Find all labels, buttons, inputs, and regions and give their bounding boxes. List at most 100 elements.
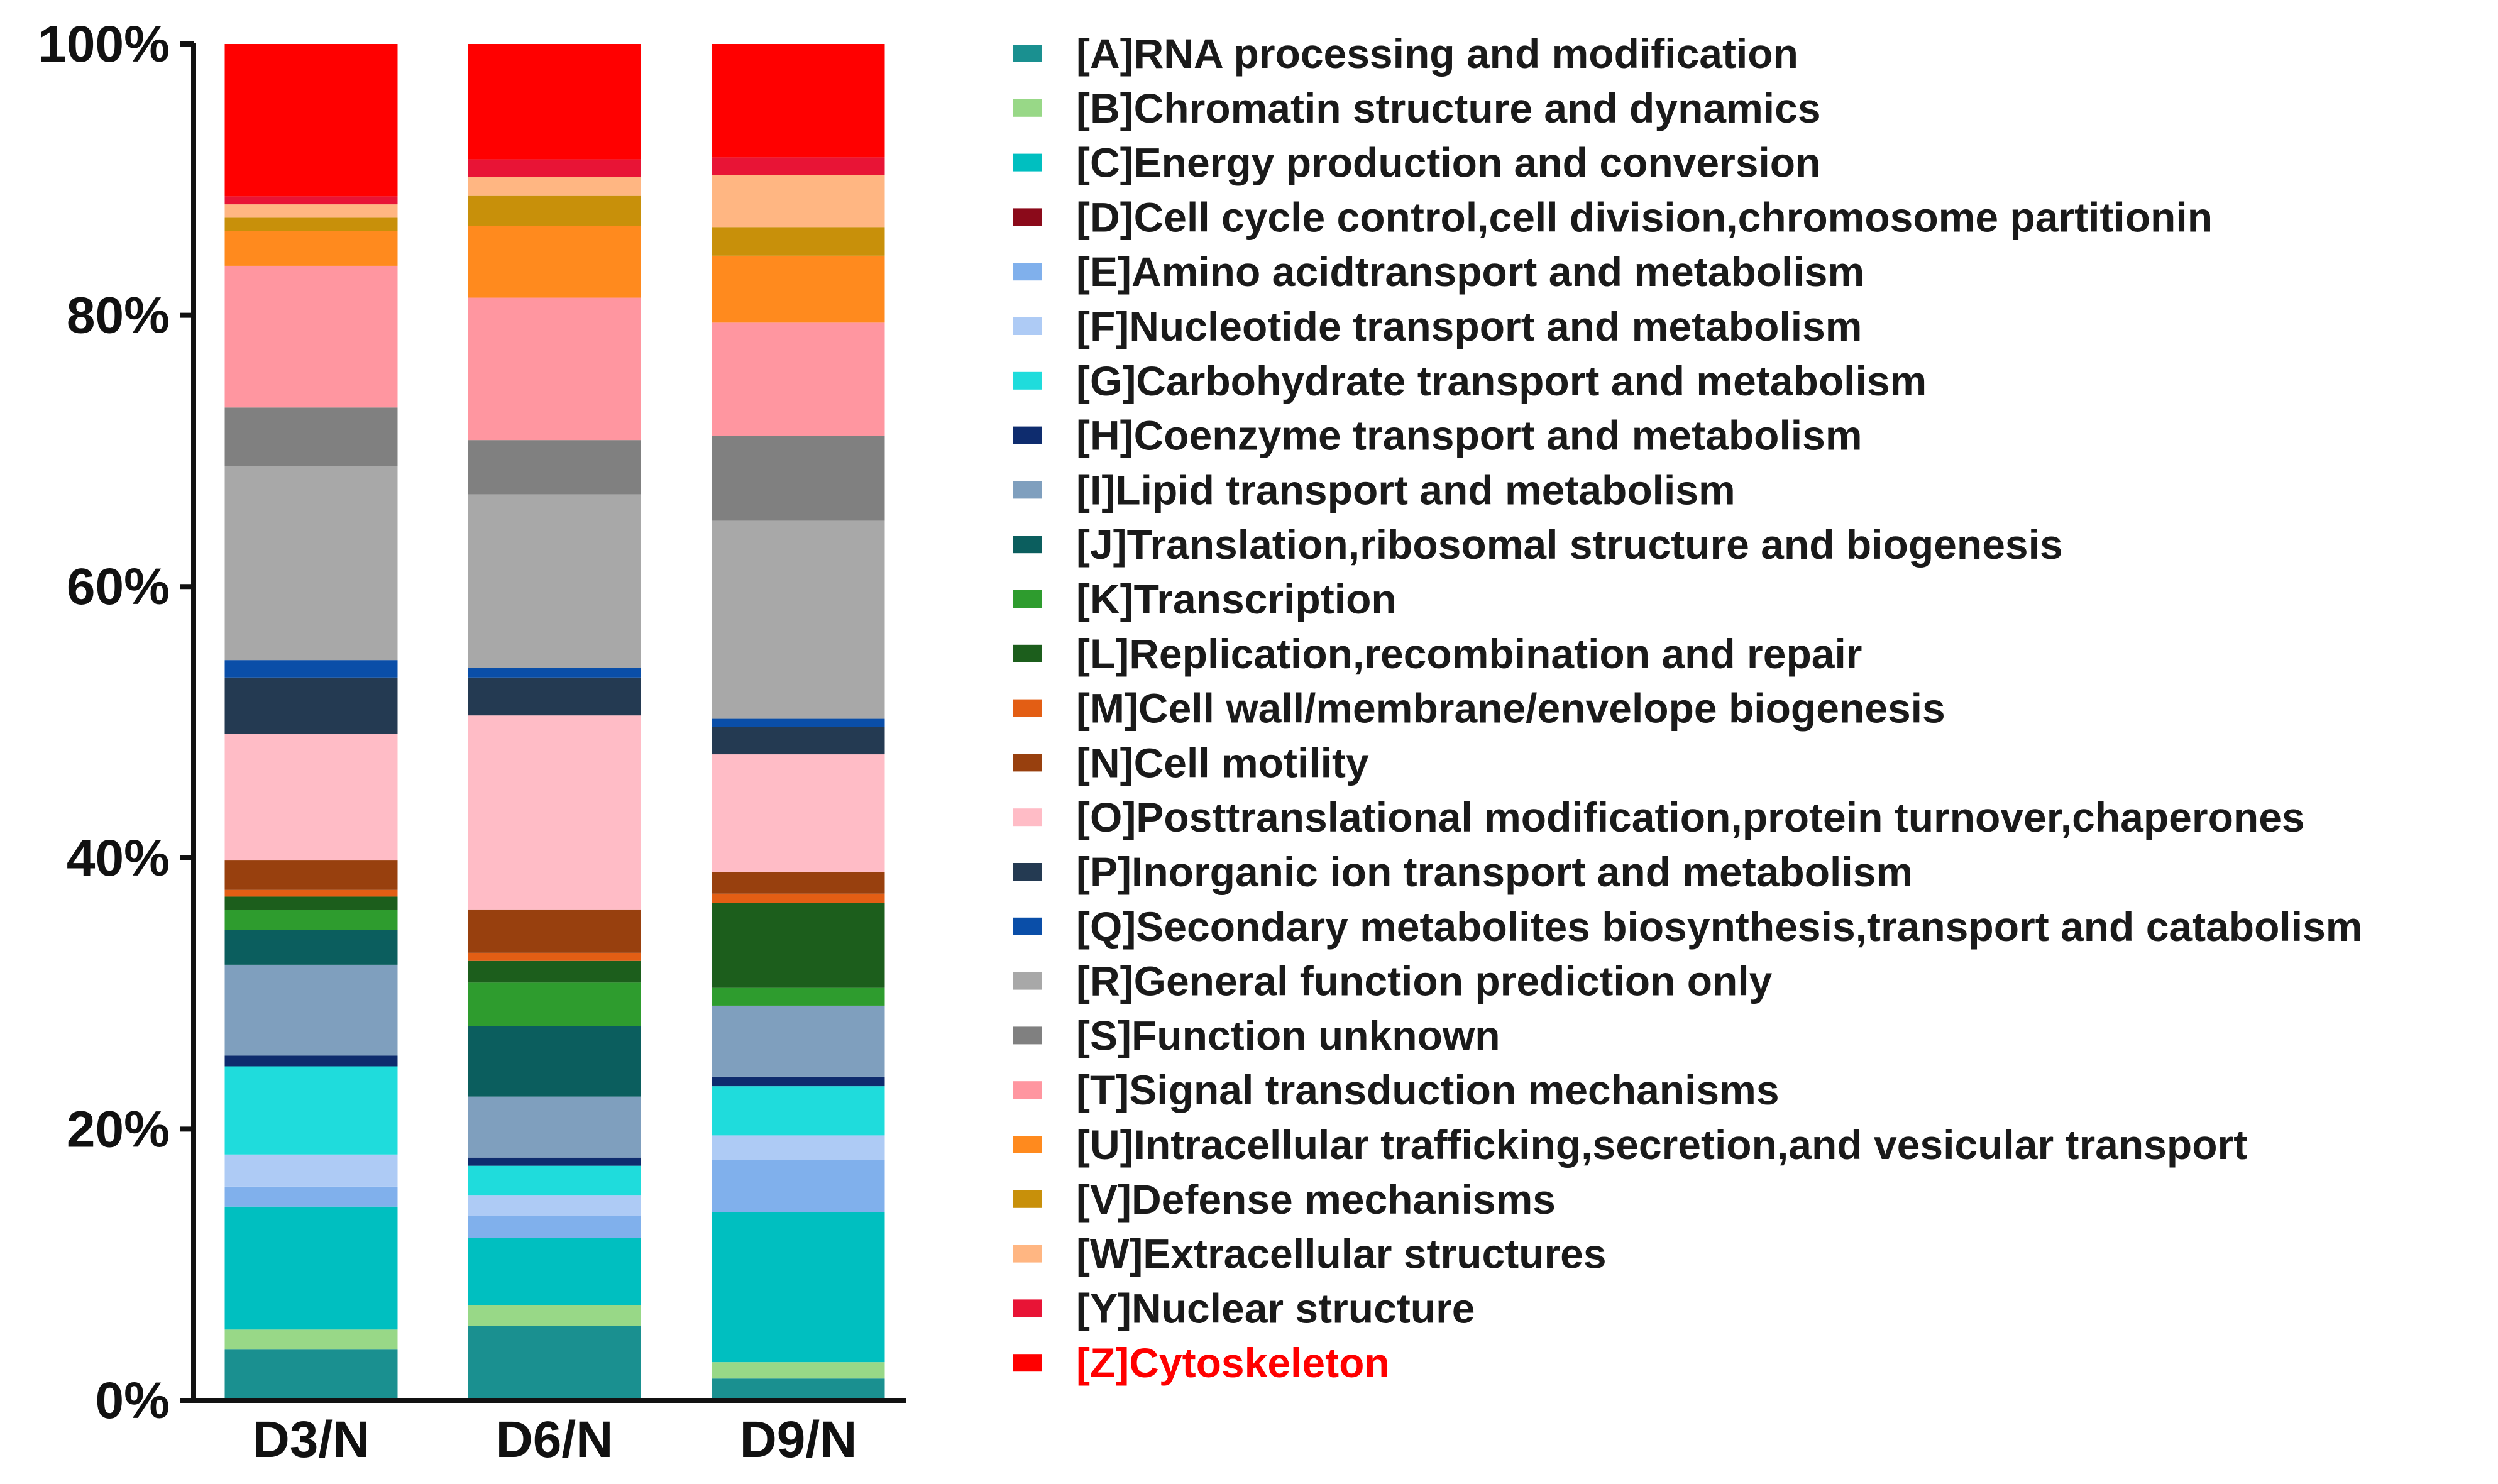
legend-item-k: [K]Transcription [1013, 576, 1397, 622]
legend-swatch-e [1013, 263, 1042, 281]
legend-swatch-p [1013, 863, 1042, 881]
bar-segment-d9-n-f [712, 1135, 885, 1160]
legend-label-m: [M]Cell wall/membrane/envelope biogenesi… [1076, 685, 1945, 732]
bar-segment-d3-n-o [224, 734, 398, 861]
bar-segment-d9-n-v [712, 227, 885, 256]
legend-swatch-l [1013, 644, 1042, 662]
legend-label-b: [B]Chromatin structure and dynamics [1076, 85, 1821, 131]
legend-label-d: [D]Cell cycle control,cell division,chro… [1076, 194, 2213, 240]
bar-segment-d6-n-p [468, 677, 641, 716]
bar-segment-d6-n-z [468, 44, 641, 160]
bar-segment-d3-n-t [224, 265, 398, 408]
bar-segment-d6-n-s [468, 440, 641, 495]
bar-segment-d6-n-i [468, 1096, 641, 1158]
bar-segment-d6-n-o [468, 715, 641, 910]
bar-segment-d9-n-q [712, 718, 885, 727]
bar-segment-d3-n-j [224, 930, 398, 965]
legend-label-n: [N]Cell motility [1076, 739, 1369, 786]
bar-segment-d3-n-n [224, 860, 398, 890]
bar-segment-d6-n-c [468, 1238, 641, 1305]
legend-item-f: [F]Nucleotide transport and metabolism [1013, 303, 1862, 349]
legend-label-y: [Y]Nuclear structure [1076, 1285, 1475, 1331]
legend-label-z: [Z]Cytoskeleton [1076, 1339, 1390, 1386]
y-tick-label-0: 0% [95, 1372, 170, 1429]
bar-segment-d6-n-w [468, 177, 641, 196]
bar-segment-d6-n-n [468, 909, 641, 953]
bar-segment-d3-n-k [224, 910, 398, 930]
bar-segment-d6-n-e [468, 1216, 641, 1238]
legend-label-f: [F]Nucleotide transport and metabolism [1076, 303, 1862, 349]
bar-segment-d9-n-p [712, 727, 885, 755]
bar-segment-d3-n-f [224, 1154, 398, 1187]
legend-item-v: [V]Defense mechanisms [1013, 1176, 1556, 1223]
legend-swatch-m [1013, 699, 1042, 717]
bar-segment-d9-n-w [712, 175, 885, 228]
legend-label-a: [A]RNA processing and modification [1076, 30, 1798, 77]
legend-item-j: [J]Translation,ribosomal structure and b… [1013, 521, 2063, 568]
legend-swatch-y [1013, 1299, 1042, 1317]
bar-segment-d9-n-r [712, 520, 885, 719]
legend-label-u: [U]Intracellular trafficking,secretion,a… [1076, 1121, 2247, 1168]
y-tick-label-40: 40% [67, 830, 170, 887]
legend-item-n: [N]Cell motility [1013, 739, 1369, 786]
bars-layer [224, 44, 885, 1400]
bar-segment-d9-n-i [712, 1005, 885, 1077]
legend-swatch-g [1013, 371, 1042, 390]
bar-segment-d3-n-q [224, 660, 398, 678]
legend-swatch-n [1013, 754, 1042, 772]
legend-label-e: [E]Amino acidtransport and metabolism [1076, 248, 1864, 295]
legend-swatch-t [1013, 1081, 1042, 1099]
bar-segment-d6-n-j [468, 1026, 641, 1097]
legend-swatch-b [1013, 99, 1042, 117]
legend-label-c: [C]Energy production and conversion [1076, 140, 1820, 186]
legend-swatch-i [1013, 481, 1042, 499]
legend-label-k: [K]Transcription [1076, 576, 1397, 622]
bar-segment-d3-n-z [224, 44, 398, 197]
bar-segment-d3-n-v [224, 217, 398, 231]
legend-item-q: [Q]Secondary metabolites biosynthesis,tr… [1013, 903, 2362, 950]
bar-segment-d9-n-u [712, 255, 885, 323]
axis-layer: 0% 20% 40% 60% 80% 100% D3/N D6/N D9/N [38, 16, 906, 1468]
legend-swatch-f [1013, 317, 1042, 335]
bar-segment-d3-n-i [224, 964, 398, 1056]
legend-item-p: [P]Inorganic ion transport and metabolis… [1013, 849, 1913, 895]
bar-segment-d6-n-u [468, 226, 641, 298]
bar-segment-d6-n-r [468, 494, 641, 668]
x-tick-label-d6-n: D6/N [496, 1411, 613, 1468]
bar-segment-d6-n-k [468, 982, 641, 1026]
bar-segment-d6-n-a [468, 1326, 641, 1400]
bar-segment-d9-n-t [712, 322, 885, 436]
legend-swatch-j [1013, 536, 1042, 554]
legend-swatch-v [1013, 1190, 1042, 1208]
x-tick-label-d9-n: D9/N [740, 1411, 857, 1468]
bar-segment-d9-n-c [712, 1212, 885, 1363]
y-tick-label-20: 20% [67, 1101, 170, 1158]
bar-segment-d9-n-z [712, 44, 885, 158]
bar-segment-d9-n-b [712, 1362, 885, 1379]
legend-label-s: [S]Function unknown [1076, 1012, 1500, 1058]
y-tick-label-100: 100% [38, 16, 170, 73]
bar-segment-d9-n-e [712, 1160, 885, 1212]
legend-label-v: [V]Defense mechanisms [1076, 1176, 1556, 1223]
legend-item-h: [H]Coenzyme transport and metabolism [1013, 412, 1862, 459]
legend-label-t: [T]Signal transduction mechanisms [1076, 1067, 1780, 1113]
legend-swatch-d [1013, 208, 1042, 226]
bar-segment-d3-n-b [224, 1329, 398, 1350]
legend-label-p: [P]Inorganic ion transport and metabolis… [1076, 849, 1913, 895]
legend-item-o: [O]Posttranslational modification,protei… [1013, 794, 2305, 840]
bar-segment-d9-n-n [712, 871, 885, 894]
bar-segment-d3-n-u [224, 231, 398, 266]
y-tick-label-60: 60% [67, 558, 170, 615]
legend-item-s: [S]Function unknown [1013, 1012, 1500, 1058]
legend-swatch-z [1013, 1354, 1042, 1372]
bar-segment-d9-n-g [712, 1086, 885, 1136]
legend: [A]RNA processing and modification [B]Chr… [1013, 30, 2362, 1386]
legend-label-r: [R]General function prediction only [1076, 958, 1773, 1004]
bar-segment-d9-n-s [712, 436, 885, 521]
legend-label-o: [O]Posttranslational modification,protei… [1076, 794, 2305, 840]
bar-segment-d6-n-m [468, 952, 641, 961]
bar-segment-d6-n-b [468, 1305, 641, 1326]
legend-label-g: [G]Carbohydrate transport and metabolism [1076, 358, 1927, 404]
legend-item-r: [R]General function prediction only [1013, 958, 1773, 1004]
